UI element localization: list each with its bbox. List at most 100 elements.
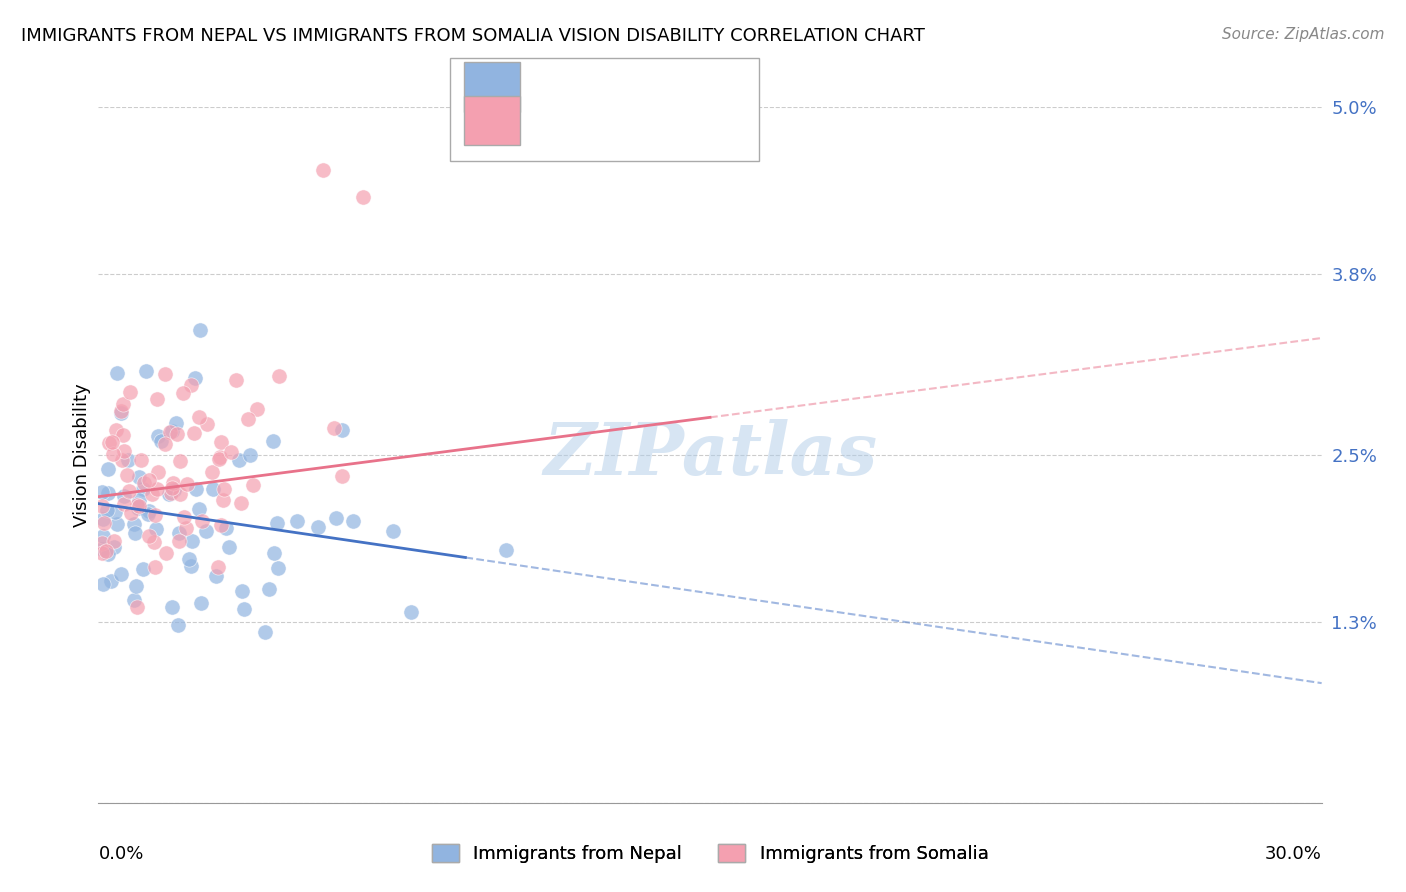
Point	[169, 487, 191, 501]
Point	[160, 481, 183, 495]
Legend: Immigrants from Nepal, Immigrants from Somalia: Immigrants from Nepal, Immigrants from S…	[425, 837, 995, 871]
Point	[225, 373, 247, 387]
Point	[176, 476, 198, 491]
Point	[215, 521, 238, 535]
Point	[100, 574, 122, 589]
Point	[112, 444, 135, 458]
Point	[187, 501, 209, 516]
Point	[183, 425, 205, 440]
Point	[118, 384, 141, 399]
Point	[110, 566, 132, 581]
Point	[120, 506, 142, 520]
Point	[103, 540, 125, 554]
Point	[142, 535, 165, 549]
Point	[131, 482, 153, 496]
Point	[157, 487, 180, 501]
Point	[188, 323, 212, 337]
Point	[191, 514, 214, 528]
Point	[242, 478, 264, 492]
Point	[153, 437, 176, 451]
Point	[257, 582, 280, 597]
Point	[174, 521, 197, 535]
Point	[201, 482, 224, 496]
Point	[187, 410, 209, 425]
Point	[229, 496, 252, 510]
Point	[201, 465, 224, 479]
Point	[103, 534, 125, 549]
Point	[91, 499, 114, 513]
Point	[207, 559, 229, 574]
Point	[269, 369, 291, 384]
Point	[167, 534, 190, 549]
Point	[146, 428, 169, 442]
Point	[111, 428, 134, 442]
Point	[111, 453, 134, 467]
Point	[218, 541, 240, 555]
Point	[138, 504, 160, 518]
Point	[110, 406, 132, 420]
Point	[209, 435, 232, 450]
Text: 30.0%: 30.0%	[1265, 845, 1322, 863]
Point	[132, 562, 155, 576]
Point	[91, 512, 114, 526]
Point	[127, 500, 149, 515]
Point	[325, 510, 347, 524]
Point	[181, 533, 204, 548]
Point	[173, 509, 195, 524]
Point	[96, 503, 118, 517]
Point	[145, 522, 167, 536]
Point	[91, 536, 114, 550]
Point	[124, 525, 146, 540]
Point	[128, 499, 150, 513]
Point	[330, 423, 353, 437]
Point	[209, 518, 232, 533]
Point	[122, 593, 145, 607]
Point	[94, 543, 117, 558]
Point	[127, 599, 149, 614]
Y-axis label: Vision Disability: Vision Disability	[73, 383, 91, 527]
Point	[233, 602, 256, 616]
Point	[153, 367, 176, 381]
Point	[254, 625, 277, 640]
Point	[239, 448, 262, 462]
Point	[110, 404, 132, 418]
Point	[495, 542, 517, 557]
Point	[231, 584, 253, 599]
Point	[97, 547, 120, 561]
Point	[195, 417, 218, 431]
Point	[101, 447, 124, 461]
Point	[172, 386, 194, 401]
Point	[246, 402, 269, 417]
Point	[104, 423, 127, 437]
Text: R = -0.190   N = 71: R = -0.190 N = 71	[534, 69, 758, 87]
Point	[146, 392, 169, 406]
Point	[97, 485, 120, 500]
Point	[212, 482, 235, 496]
Point	[221, 445, 243, 459]
Point	[132, 476, 155, 491]
Point	[115, 467, 138, 482]
Point	[285, 514, 308, 528]
Point	[91, 546, 114, 560]
Point	[155, 546, 177, 560]
Point	[160, 600, 183, 615]
Point	[381, 524, 404, 538]
Point	[399, 605, 422, 619]
Point	[93, 516, 115, 531]
Point	[352, 190, 374, 204]
Point	[342, 514, 364, 528]
Point	[159, 486, 181, 500]
Point	[117, 452, 139, 467]
Point	[135, 364, 157, 378]
Point	[112, 397, 135, 411]
Point	[236, 412, 259, 426]
Point	[184, 371, 207, 385]
Text: Source: ZipAtlas.com: Source: ZipAtlas.com	[1222, 27, 1385, 42]
Point	[159, 425, 181, 440]
Point	[262, 434, 284, 449]
Point	[312, 162, 335, 177]
Point	[228, 453, 250, 467]
Point	[146, 465, 169, 479]
Point	[118, 484, 141, 499]
Point	[307, 520, 329, 534]
